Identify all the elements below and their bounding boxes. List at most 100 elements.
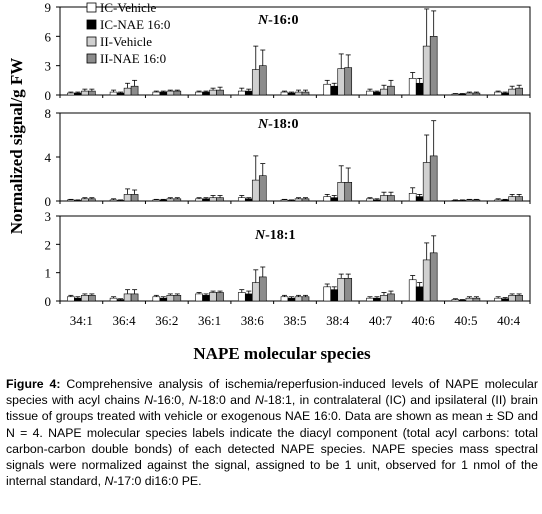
bar — [387, 195, 395, 202]
bar — [130, 194, 139, 202]
y-tick-label: 9 — [45, 0, 52, 15]
bar — [67, 92, 75, 96]
bar — [387, 293, 395, 302]
bar — [173, 295, 182, 302]
bar — [67, 199, 75, 202]
panel-title: N-18:1 — [254, 228, 295, 243]
panel-title: N-16:0 — [257, 13, 298, 28]
bar — [415, 82, 424, 96]
bar — [344, 182, 353, 202]
bar — [380, 295, 388, 302]
legend-swatch — [86, 2, 97, 13]
figure-caption: Figure 4: Comprehensive analysis of isch… — [6, 376, 538, 489]
bar — [237, 197, 246, 202]
bar — [458, 93, 467, 96]
legend-label: II-Vehicle — [100, 34, 152, 49]
bar — [472, 92, 481, 96]
bar — [366, 90, 374, 96]
bar — [209, 197, 217, 202]
bar — [373, 199, 381, 202]
panel-n-18-0: 0 4 8 N-18:0 — [45, 106, 531, 209]
bar — [422, 259, 431, 302]
bar — [130, 293, 139, 302]
bar — [337, 278, 346, 302]
bar — [251, 179, 260, 202]
caption-text-3: -18:0 and — [197, 393, 255, 408]
bar — [472, 199, 481, 202]
bar — [408, 78, 417, 96]
x-axis-label: NAPE molecular species — [193, 344, 371, 363]
x-category-label: 38:4 — [326, 313, 350, 328]
bar — [287, 92, 296, 96]
bar — [344, 278, 353, 302]
bar — [366, 297, 374, 302]
bar — [380, 88, 388, 96]
legend-label: II-NAE 16:0 — [100, 51, 166, 66]
bar — [216, 89, 224, 96]
bar — [380, 195, 388, 202]
bar — [501, 199, 509, 202]
bar — [494, 91, 502, 96]
bar — [451, 299, 460, 302]
bar — [88, 198, 96, 202]
bar — [458, 200, 467, 202]
legend-swatch — [86, 53, 97, 64]
caption-italic-n2: N — [188, 393, 198, 408]
bar — [323, 286, 332, 302]
bar — [173, 90, 182, 96]
bar — [465, 92, 474, 96]
bar — [465, 297, 474, 302]
legend-label: IC-NAE 16:0 — [100, 17, 170, 32]
y-tick-label: 2 — [45, 237, 52, 252]
bar — [202, 198, 210, 202]
caption-label: Figure 4: — [6, 377, 61, 391]
x-category-label: 36:2 — [155, 313, 178, 328]
y-tick-label: 4 — [45, 150, 52, 165]
x-category-label: 40:7 — [369, 313, 393, 328]
y-tick-label: 0 — [45, 88, 52, 103]
bar — [280, 296, 289, 302]
y-tick-label: 0 — [45, 194, 52, 209]
bar — [244, 293, 253, 302]
bar — [88, 90, 96, 96]
bar — [515, 87, 523, 96]
bar — [116, 92, 125, 96]
bar — [465, 199, 474, 202]
bar — [323, 83, 332, 96]
bar — [366, 198, 374, 202]
legend-swatch — [86, 19, 97, 30]
bar — [173, 198, 182, 202]
bar — [515, 196, 523, 202]
bar — [251, 69, 260, 96]
bar — [373, 91, 381, 96]
bar — [216, 292, 224, 302]
bar — [429, 252, 438, 302]
bar — [330, 197, 339, 202]
bar — [501, 92, 509, 96]
bar — [195, 293, 203, 302]
bar — [74, 200, 82, 202]
bar — [116, 200, 125, 202]
bar — [415, 196, 424, 202]
bar — [159, 297, 168, 302]
bar — [387, 85, 395, 96]
bar — [88, 295, 96, 302]
bar — [159, 91, 168, 96]
bar — [280, 199, 289, 202]
bar — [287, 200, 296, 202]
x-category-label: 40:6 — [412, 313, 436, 328]
y-tick-label: 6 — [45, 29, 52, 44]
bar — [294, 296, 303, 302]
bar — [195, 198, 203, 202]
bar — [301, 91, 310, 96]
bar — [494, 297, 502, 302]
bar — [166, 198, 175, 202]
bar — [74, 92, 82, 96]
bar — [166, 90, 175, 96]
bar — [508, 196, 516, 202]
y-tick-label: 3 — [45, 209, 52, 224]
bar — [429, 36, 438, 96]
bar — [244, 198, 253, 202]
bar — [130, 85, 139, 96]
panel-n-18-1: 0 1 2 3 N-18:1 — [45, 209, 531, 309]
